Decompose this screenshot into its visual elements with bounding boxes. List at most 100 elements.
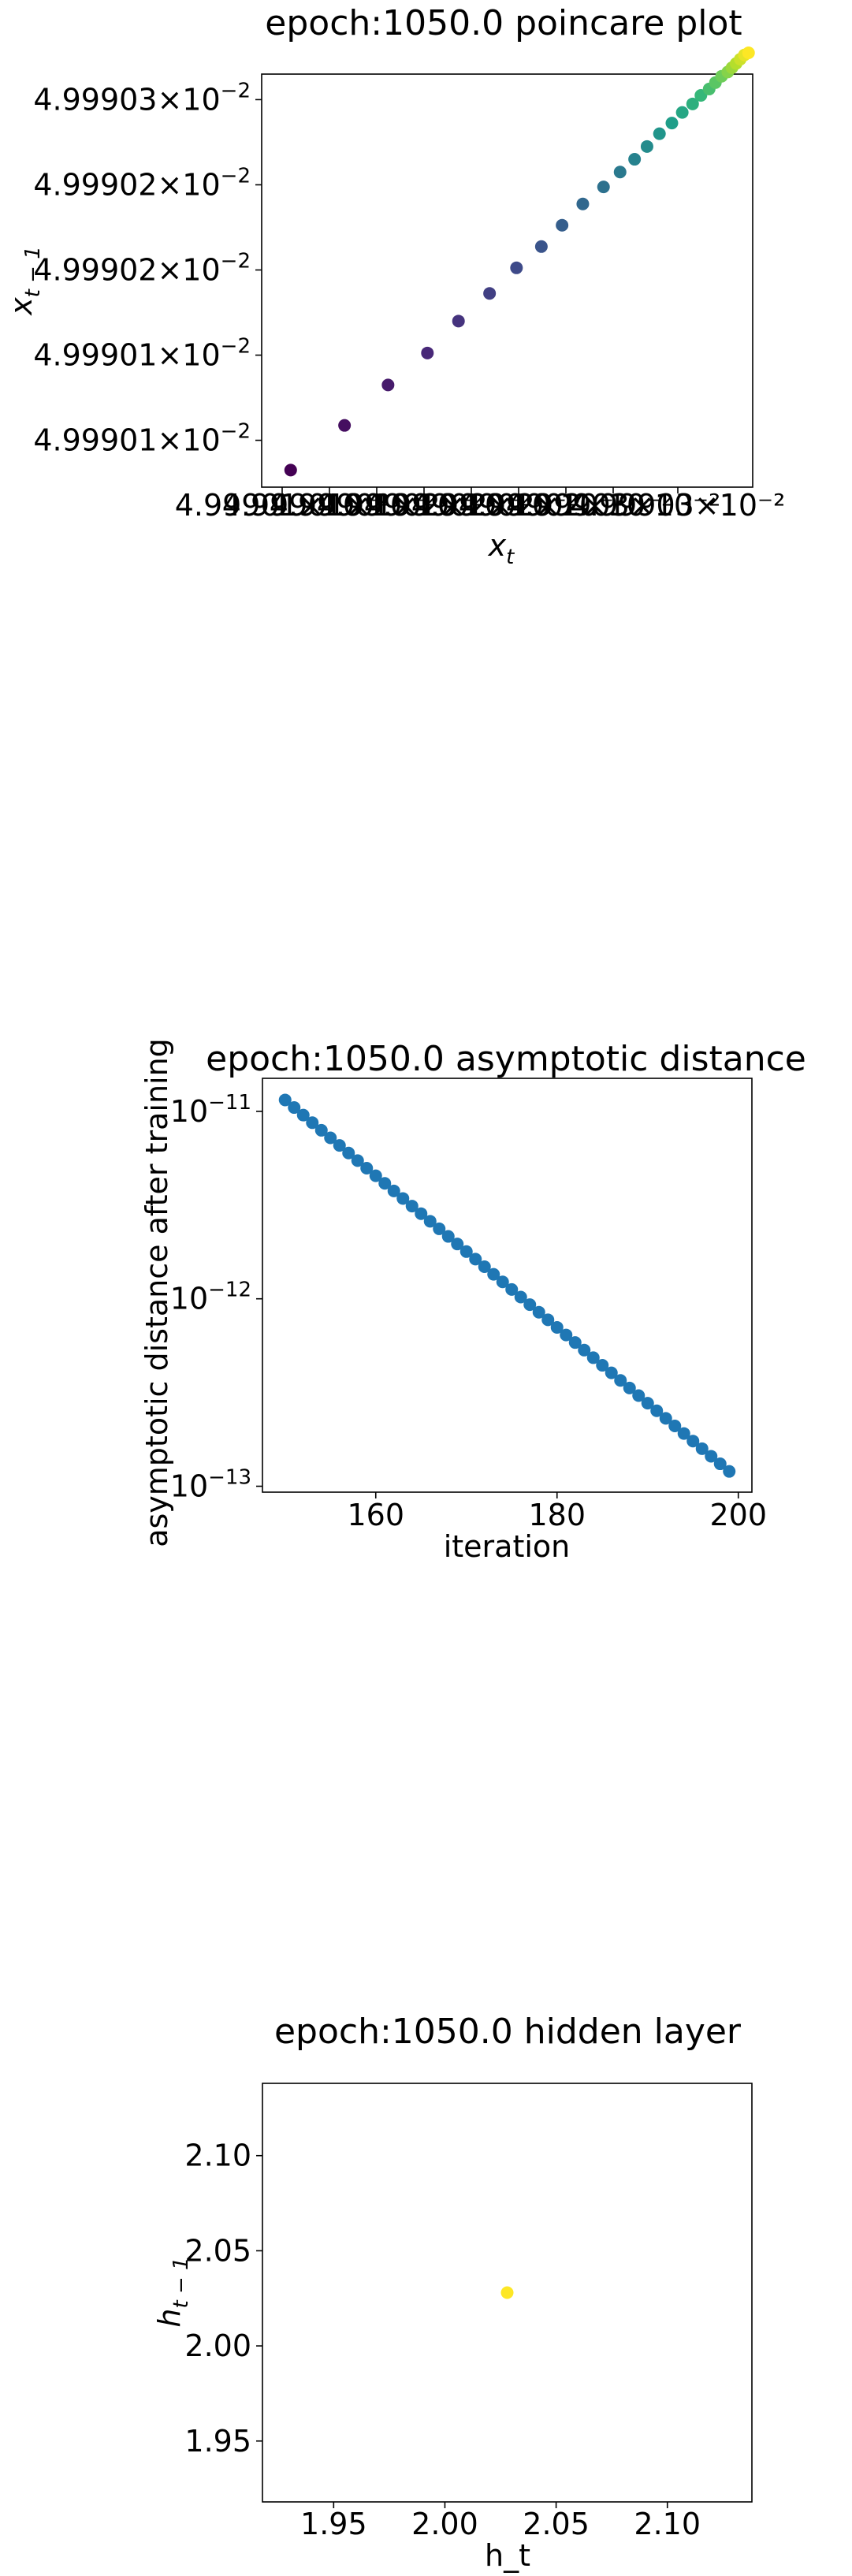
asymptotic-point bbox=[487, 1268, 500, 1281]
poincare-title: epoch:1050.0 poincare plot bbox=[265, 3, 742, 43]
asymptotic-point bbox=[469, 1253, 482, 1266]
asymptotic-point bbox=[505, 1282, 519, 1296]
hidden-layer-y-tick-label: 1.95 bbox=[184, 2424, 251, 2459]
asymptotic-point bbox=[496, 1275, 509, 1289]
poincare-point bbox=[686, 97, 699, 110]
hidden-layer-y-tick-label: 2.00 bbox=[184, 2328, 251, 2363]
poincare-point bbox=[613, 166, 627, 179]
hidden-layer-points bbox=[500, 2286, 514, 2299]
asymptotic-point bbox=[532, 1305, 545, 1319]
poincare-point bbox=[665, 117, 679, 130]
hidden-layer-y-tick-label: 2.05 bbox=[184, 2233, 251, 2268]
poincare-x-ticks: 4.99901×10⁻²4.99901×10⁻²4.99901×10⁻²4.99… bbox=[175, 487, 786, 523]
hidden-layer-x-axis-label: h_t bbox=[485, 2538, 530, 2573]
asymptotic-y-tick-label: 10−12 bbox=[170, 1279, 251, 1316]
asymptotic-point bbox=[614, 1374, 627, 1387]
asymptotic-point bbox=[523, 1298, 537, 1312]
asymptotic-point bbox=[296, 1108, 310, 1122]
asymptotic-point bbox=[723, 1465, 736, 1478]
poincare-x-tick-label: 4.99901×10⁻² bbox=[175, 488, 390, 523]
asymptotic-point bbox=[306, 1116, 319, 1130]
asymptotic-y-axis-label: asymptotic distance after training bbox=[140, 1038, 174, 1547]
asymptotic-x-axis-label: iteration bbox=[444, 1529, 571, 1564]
poincare-point bbox=[675, 106, 689, 119]
asymptotic-x-tick-label: 180 bbox=[528, 1498, 586, 1532]
poincare-point bbox=[576, 197, 590, 210]
asymptotic-point bbox=[568, 1336, 582, 1349]
asymptotic-point bbox=[478, 1260, 491, 1274]
poincare-point bbox=[338, 419, 352, 432]
poincare-point bbox=[483, 287, 497, 300]
asymptotic-point bbox=[433, 1222, 446, 1235]
hidden-layer-y-ticks: 1.95 2.00 2.05 2.10 bbox=[184, 2139, 262, 2459]
hidden-layer-plot-frame bbox=[262, 2083, 753, 2503]
poincare-point bbox=[628, 153, 642, 166]
asymptotic-point bbox=[278, 1093, 292, 1107]
poincare-point bbox=[284, 463, 297, 477]
asymptotic-point bbox=[560, 1328, 573, 1342]
asymptotic-point bbox=[668, 1419, 682, 1432]
poincare-point bbox=[452, 315, 465, 328]
asymptotic-point bbox=[705, 1450, 718, 1463]
asymptotic-point bbox=[333, 1139, 346, 1152]
asymptotic-point bbox=[578, 1343, 591, 1357]
poincare-y-tick-label: 4.99902×10−2 bbox=[33, 164, 251, 202]
asymptotic-x-ticks: 160 180 200 bbox=[347, 1492, 767, 1532]
hidden-layer-y-axis-label: ht − 1 bbox=[152, 2257, 193, 2327]
asymptotic-point bbox=[605, 1366, 618, 1379]
poincare-y-tick-label: 4.99901×10−2 bbox=[33, 420, 251, 458]
asymptotic-points bbox=[278, 1093, 736, 1478]
poincare-chart: epoch:1050.0 poincare plot 4.99901×10−2 4… bbox=[4, 3, 785, 569]
asymptotic-y-ticks: 10−11 10−12 10−13 bbox=[170, 1091, 262, 1504]
asymptotic-point bbox=[387, 1184, 400, 1197]
poincare-x-tick-label: 4.99902×10⁻² bbox=[317, 488, 532, 523]
asymptotic-point bbox=[677, 1427, 690, 1440]
asymptotic-point bbox=[369, 1169, 382, 1182]
poincare-point bbox=[556, 218, 569, 232]
poincare-x-tick-label: 4.99902×10⁻² bbox=[364, 488, 579, 523]
asymptotic-distance-chart: epoch:1050.0 asymptotic distance 10−11 10… bbox=[140, 1038, 806, 1564]
asymptotic-point bbox=[441, 1230, 455, 1243]
asymptotic-point bbox=[396, 1192, 410, 1205]
asymptotic-point bbox=[324, 1131, 337, 1145]
asymptotic-point bbox=[632, 1389, 646, 1402]
asymptotic-y-tick-label: 10−11 bbox=[170, 1091, 251, 1129]
asymptotic-point bbox=[695, 1442, 709, 1455]
hidden-layer-x-tick-label: 2.00 bbox=[411, 2507, 478, 2541]
poincare-point bbox=[742, 46, 755, 59]
hidden-layer-x-tick-label: 2.10 bbox=[634, 2507, 701, 2541]
poincare-y-ticks: 4.99901×10−2 4.99901×10−2 4.99902×10−2 4.99… bbox=[33, 79, 262, 458]
hidden-layer-x-tick-label: 2.05 bbox=[523, 2507, 590, 2541]
asymptotic-point bbox=[623, 1381, 636, 1394]
asymptotic-point bbox=[541, 1313, 555, 1327]
asymptotic-point bbox=[288, 1101, 301, 1115]
asymptotic-point bbox=[713, 1457, 727, 1471]
poincare-x-tick-label: 4.99902×10⁻² bbox=[411, 488, 627, 523]
poincare-y-tick-label: 4.99902×10−2 bbox=[33, 249, 251, 287]
asymptotic-point bbox=[596, 1359, 609, 1372]
hidden-layer-y-tick-label: 2.10 bbox=[184, 2139, 251, 2173]
poincare-y-tick-label: 4.99903×10−2 bbox=[33, 79, 251, 117]
asymptotic-point bbox=[550, 1320, 564, 1334]
asymptotic-point bbox=[378, 1177, 392, 1190]
asymptotic-point bbox=[360, 1161, 374, 1174]
poincare-x-tick-label: 4.99901×10⁻² bbox=[222, 488, 437, 523]
hidden-layer-chart: epoch:1050.0 hidden layer 1.95 2.00 2.05 2.… bbox=[152, 2012, 753, 2573]
asymptotic-point bbox=[451, 1238, 464, 1251]
asymptotic-x-tick-label: 160 bbox=[347, 1498, 404, 1532]
asymptotic-point bbox=[459, 1245, 473, 1258]
asymptotic-title: epoch:1050.0 asymptotic distance bbox=[206, 1039, 806, 1079]
asymptotic-point bbox=[659, 1412, 672, 1425]
asymptotic-point bbox=[641, 1397, 654, 1410]
asymptotic-point bbox=[423, 1215, 437, 1228]
poincare-point bbox=[421, 346, 434, 359]
poincare-x-tick-label: 4.99901×10⁻² bbox=[270, 488, 485, 523]
poincare-point bbox=[640, 140, 653, 153]
hidden-layer-point bbox=[500, 2286, 514, 2299]
poincare-point bbox=[653, 127, 666, 140]
poincare-point bbox=[534, 240, 548, 253]
asymptotic-point bbox=[351, 1154, 364, 1167]
asymptotic-point bbox=[415, 1207, 428, 1220]
poincare-x-tick-label: 4.99903×10⁻² bbox=[571, 488, 786, 523]
